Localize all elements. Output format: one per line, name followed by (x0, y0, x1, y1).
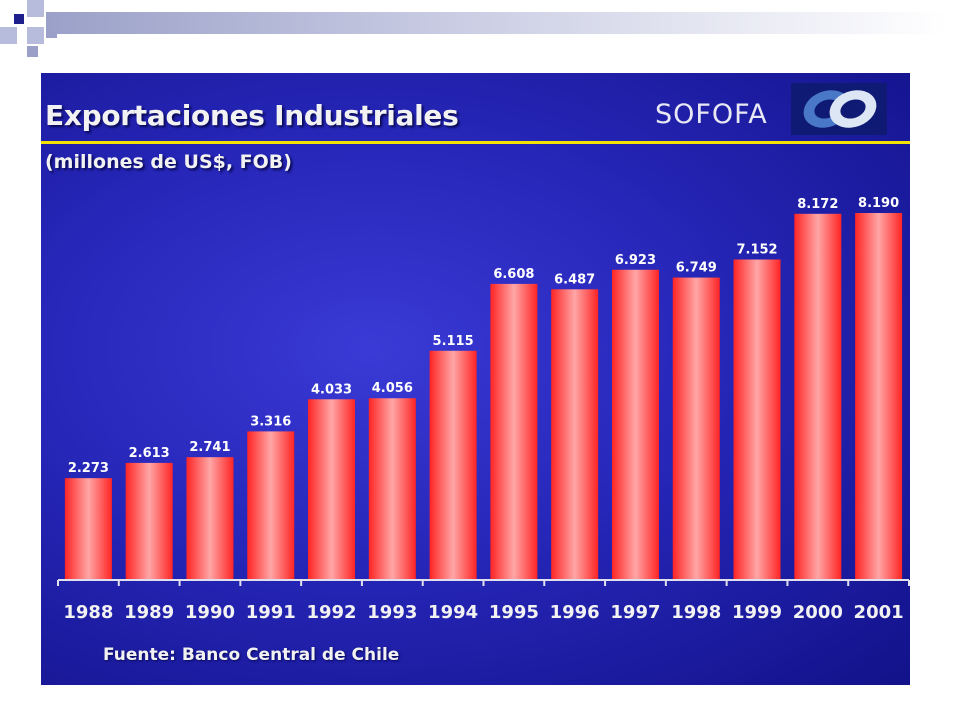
category-label-1998: 1998 (671, 602, 721, 623)
brand-name: SOFOFA (655, 99, 768, 130)
bar-1998 (672, 277, 720, 580)
value-label-2000: 8.172 (797, 197, 838, 212)
value-label-1988: 2.273 (68, 461, 109, 476)
category-label-2001: 2001 (854, 602, 904, 623)
bar-1999 (733, 259, 781, 580)
category-label-1993: 1993 (367, 602, 417, 623)
value-label-1992: 4.033 (311, 382, 352, 397)
bar-1996 (551, 289, 599, 580)
decor-square (0, 27, 17, 44)
source-note: Fuente: Banco Central de Chile (103, 645, 400, 665)
bar-1991 (247, 431, 295, 580)
bar-chart: 2.273 2.613 2.741 3.316 4.033 4.056 5.115 6.608… (57, 196, 910, 623)
category-label-1997: 1997 (610, 602, 660, 623)
chart-subtitle: (millones de US$, FOB) (45, 151, 292, 173)
decor-square (27, 46, 38, 57)
bar-1994 (429, 350, 477, 580)
category-label-1996: 1996 (550, 602, 600, 623)
value-label-1993: 4.056 (372, 381, 413, 396)
bar-1988 (64, 478, 112, 580)
category-label-1994: 1994 (428, 602, 478, 623)
top-banner-bar (46, 12, 946, 34)
category-label-1988: 1988 (63, 602, 113, 623)
value-label-2001: 8.190 (858, 196, 899, 211)
category-label-1989: 1989 (124, 602, 174, 623)
bar-1990 (186, 457, 234, 580)
bar-2001 (855, 213, 903, 580)
brand-logo (791, 83, 887, 135)
chart-panel: Exportaciones Industriales (millones de … (41, 73, 910, 685)
category-label-1999: 1999 (732, 602, 782, 623)
title-rule (41, 141, 910, 144)
category-label-1991: 1991 (246, 602, 296, 623)
value-label-1996: 6.487 (554, 272, 595, 287)
value-label-1989: 2.613 (129, 446, 170, 461)
decor-square (27, 27, 44, 44)
value-label-1991: 3.316 (250, 414, 291, 429)
value-label-1998: 6.749 (676, 261, 717, 276)
bar-2000 (794, 213, 842, 581)
value-label-1997: 6.923 (615, 253, 656, 268)
category-label-1990: 1990 (185, 602, 235, 623)
bar-1997 (611, 269, 659, 580)
value-label-1999: 7.152 (736, 243, 777, 258)
category-label-1992: 1992 (306, 602, 356, 623)
value-label-1994: 5.115 (433, 334, 474, 349)
bar-1993 (368, 398, 416, 580)
decor-square (14, 14, 24, 24)
bar-1989 (125, 462, 173, 580)
bar-1995 (490, 283, 538, 580)
chart-title: Exportaciones Industriales (45, 99, 459, 132)
category-label-2000: 2000 (793, 602, 843, 623)
value-label-1995: 6.608 (493, 267, 534, 282)
bar-1992 (308, 399, 356, 580)
brand-logo-icon (803, 90, 877, 128)
category-label-1995: 1995 (489, 602, 539, 623)
decor-square (27, 0, 44, 17)
value-label-1990: 2.741 (189, 440, 230, 455)
